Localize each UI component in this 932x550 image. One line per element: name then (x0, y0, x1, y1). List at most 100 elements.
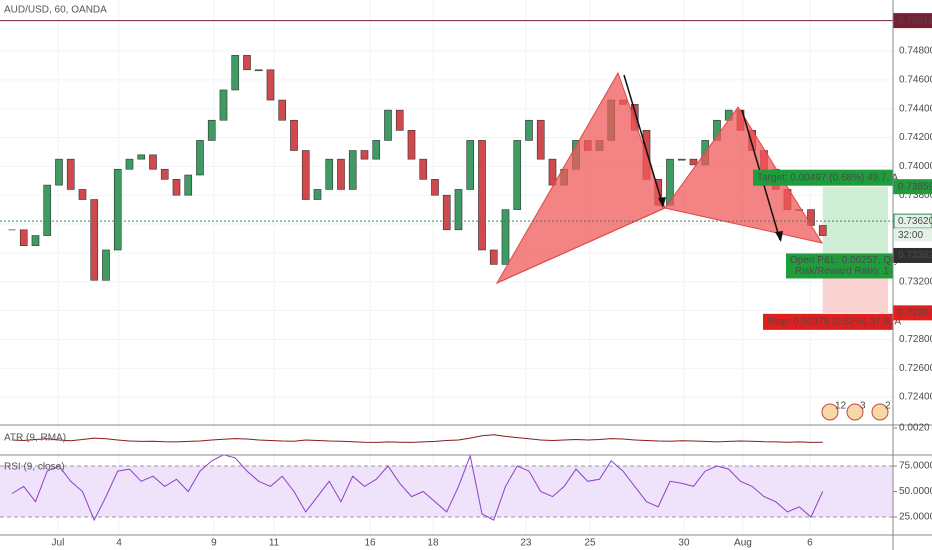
ratio-label: Risk/Reward Ratio: 1 (795, 266, 889, 277)
y-tick-label: 75.0000 (899, 461, 932, 472)
price-badge (893, 305, 932, 321)
position-layer (822, 186, 888, 313)
grid-layer (0, 0, 893, 535)
x-tick-label: 16 (364, 538, 376, 549)
candle-body (8, 229, 16, 231)
candle-body (207, 119, 216, 141)
y-tick-label: 0.74800 (899, 46, 932, 57)
candle-body (43, 184, 52, 236)
candle-body (184, 174, 193, 196)
x-tick-label: 30 (678, 538, 690, 549)
indicator-line (11, 434, 823, 443)
candle-body (325, 158, 334, 190)
candle-body (149, 154, 157, 170)
candle-body (172, 179, 181, 196)
target-label-box (753, 169, 893, 186)
candle-body (137, 154, 146, 160)
y-tick-label: 0.74600 (899, 75, 932, 86)
price-badge-label: 0.75011 (898, 15, 932, 26)
pattern-leg (496, 207, 666, 284)
y-tick-label: 50.0000 (899, 486, 932, 497)
y-tick-label: 0.74400 (899, 103, 932, 114)
candle-body (501, 209, 510, 265)
y-tick-label: 0.0020 (899, 423, 930, 434)
candle-body (525, 119, 533, 141)
candle-body (818, 225, 827, 236)
price-badge-label: 0.73859 (898, 181, 932, 192)
candle-body (677, 158, 686, 161)
candle-body (19, 229, 28, 246)
overlay-layer: Target: 0.00497 (0.68%) 49.7, A Open P&L:… (0, 20, 901, 522)
pnl-label: Open P&L: 0.00257, Qty (790, 255, 899, 266)
arrow-head (775, 231, 783, 242)
candle-body (407, 130, 416, 160)
price-badge-label: 0.73382 (898, 250, 932, 261)
candle-body (689, 158, 698, 166)
candle-body (290, 119, 298, 151)
x-tick-label: 9 (211, 538, 217, 549)
stop-label: Stop: 0.00378 (0.52%) 37.8, A (767, 316, 901, 327)
candle-body (513, 140, 522, 210)
arrow (623, 74, 664, 207)
candle-body (395, 109, 404, 131)
price-badge (893, 13, 932, 29)
x-tick-label: 25 (584, 538, 596, 549)
y-tick-label: 0.72400 (899, 392, 932, 403)
y-tick-label: 25.0000 (899, 512, 932, 523)
candle-body (442, 194, 451, 231)
candle-body (337, 158, 345, 190)
rsi-band (0, 466, 893, 518)
pane-title: ATR (9, RMA) (4, 433, 66, 444)
candle-body (419, 158, 428, 180)
candle-body (55, 158, 63, 186)
candle-body (90, 199, 99, 281)
stop-label-box (763, 313, 893, 330)
price-badge-label: 0.72984 (898, 307, 932, 318)
candle-body (478, 140, 486, 251)
target-zone (822, 186, 888, 222)
arrow-head (658, 197, 666, 208)
x-tick-label: 4 (116, 538, 122, 549)
candle-body (66, 158, 75, 190)
candle-body (313, 189, 322, 200)
candle-body (466, 140, 475, 190)
candle-body (196, 140, 204, 176)
y-tick-label: 0.73800 (899, 190, 932, 201)
candle-body (266, 69, 275, 101)
countdown: 32:00 (898, 230, 923, 241)
candle-body (360, 150, 369, 160)
candle-body (78, 189, 87, 200)
candle-body (102, 249, 110, 281)
candle-body (372, 140, 381, 160)
candle-body (431, 179, 439, 196)
candle-body (160, 168, 169, 180)
candle-body (348, 150, 357, 190)
price-badge (893, 179, 932, 195)
candle-body (31, 235, 40, 246)
event-count: 3 (860, 401, 866, 412)
pnl-zone (822, 221, 888, 256)
price-badge (893, 247, 932, 263)
chart-title: AUD/USD, 60, OANDA (4, 5, 107, 16)
candle-body (243, 55, 251, 71)
candle-body (278, 99, 287, 121)
candle-body (489, 249, 498, 265)
pane-title: RSI (9, close) (4, 462, 65, 473)
countdown-badge (894, 228, 932, 242)
x-tick-label: Jul (52, 538, 65, 549)
x-tick-label: 18 (427, 538, 439, 549)
y-tick-label: 0.74000 (899, 161, 932, 172)
price-badge-label: 0.73620 (898, 216, 932, 227)
x-tick-label: 6 (807, 538, 813, 549)
candle-body (219, 89, 228, 121)
candle-body (231, 55, 240, 91)
target-label: Target: 0.00497 (0.68%) 49.7, A (757, 172, 899, 183)
candle-body (301, 150, 310, 200)
event-icon (846, 403, 864, 421)
y-tick-label: 0.73200 (899, 276, 932, 287)
candle-body (454, 189, 463, 231)
event-count: 12 (835, 401, 847, 412)
event-icon (821, 403, 839, 421)
